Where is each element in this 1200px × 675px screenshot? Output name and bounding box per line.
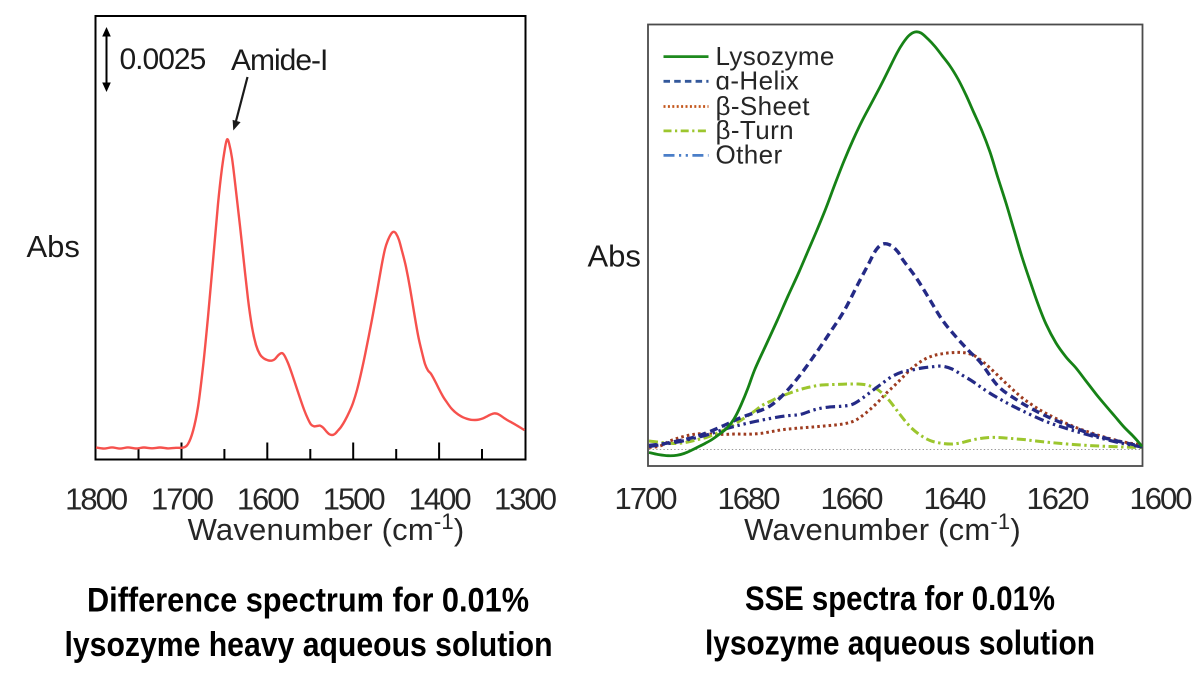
svg-text:1700: 1700 xyxy=(151,482,214,517)
svg-text:β-Sheet: β-Sheet xyxy=(716,91,811,121)
svg-text:Abs: Abs xyxy=(27,229,80,264)
svg-text:β-Turn: β-Turn xyxy=(716,115,795,145)
svg-text:1600: 1600 xyxy=(1130,481,1193,516)
svg-text:Wavenumber (cm-1): Wavenumber (cm-1) xyxy=(744,509,1021,547)
svg-text:SSE spectra for 0.01%: SSE spectra for 0.01% xyxy=(745,580,1055,618)
svg-text:1680: 1680 xyxy=(718,481,781,516)
svg-text:1400: 1400 xyxy=(409,482,472,517)
svg-text:1500: 1500 xyxy=(323,482,386,517)
svg-text:1640: 1640 xyxy=(924,481,987,516)
svg-text:1660: 1660 xyxy=(821,481,884,516)
svg-text:0.0025: 0.0025 xyxy=(120,43,206,76)
svg-text:1600: 1600 xyxy=(237,482,300,517)
svg-text:Difference spectrum for 0.01%: Difference spectrum for 0.01% xyxy=(87,582,529,620)
svg-text:Abs: Abs xyxy=(588,239,641,274)
svg-text:lysozyme aqueous solution: lysozyme aqueous solution xyxy=(705,625,1095,663)
svg-text:Amide-I: Amide-I xyxy=(231,44,327,77)
svg-text:Wavenumber (cm-1): Wavenumber (cm-1) xyxy=(188,509,465,547)
svg-text:1620: 1620 xyxy=(1027,481,1090,516)
svg-text:1800: 1800 xyxy=(65,482,128,517)
svg-text:Other: Other xyxy=(716,140,783,170)
svg-text:Lysozyme: Lysozyme xyxy=(716,41,835,71)
svg-text:1700: 1700 xyxy=(615,481,678,516)
svg-text:lysozyme heavy aqueous solutio: lysozyme heavy aqueous solution xyxy=(65,626,553,664)
svg-text:ɑ-Helix: ɑ-Helix xyxy=(716,66,800,96)
svg-text:1300: 1300 xyxy=(494,482,557,517)
